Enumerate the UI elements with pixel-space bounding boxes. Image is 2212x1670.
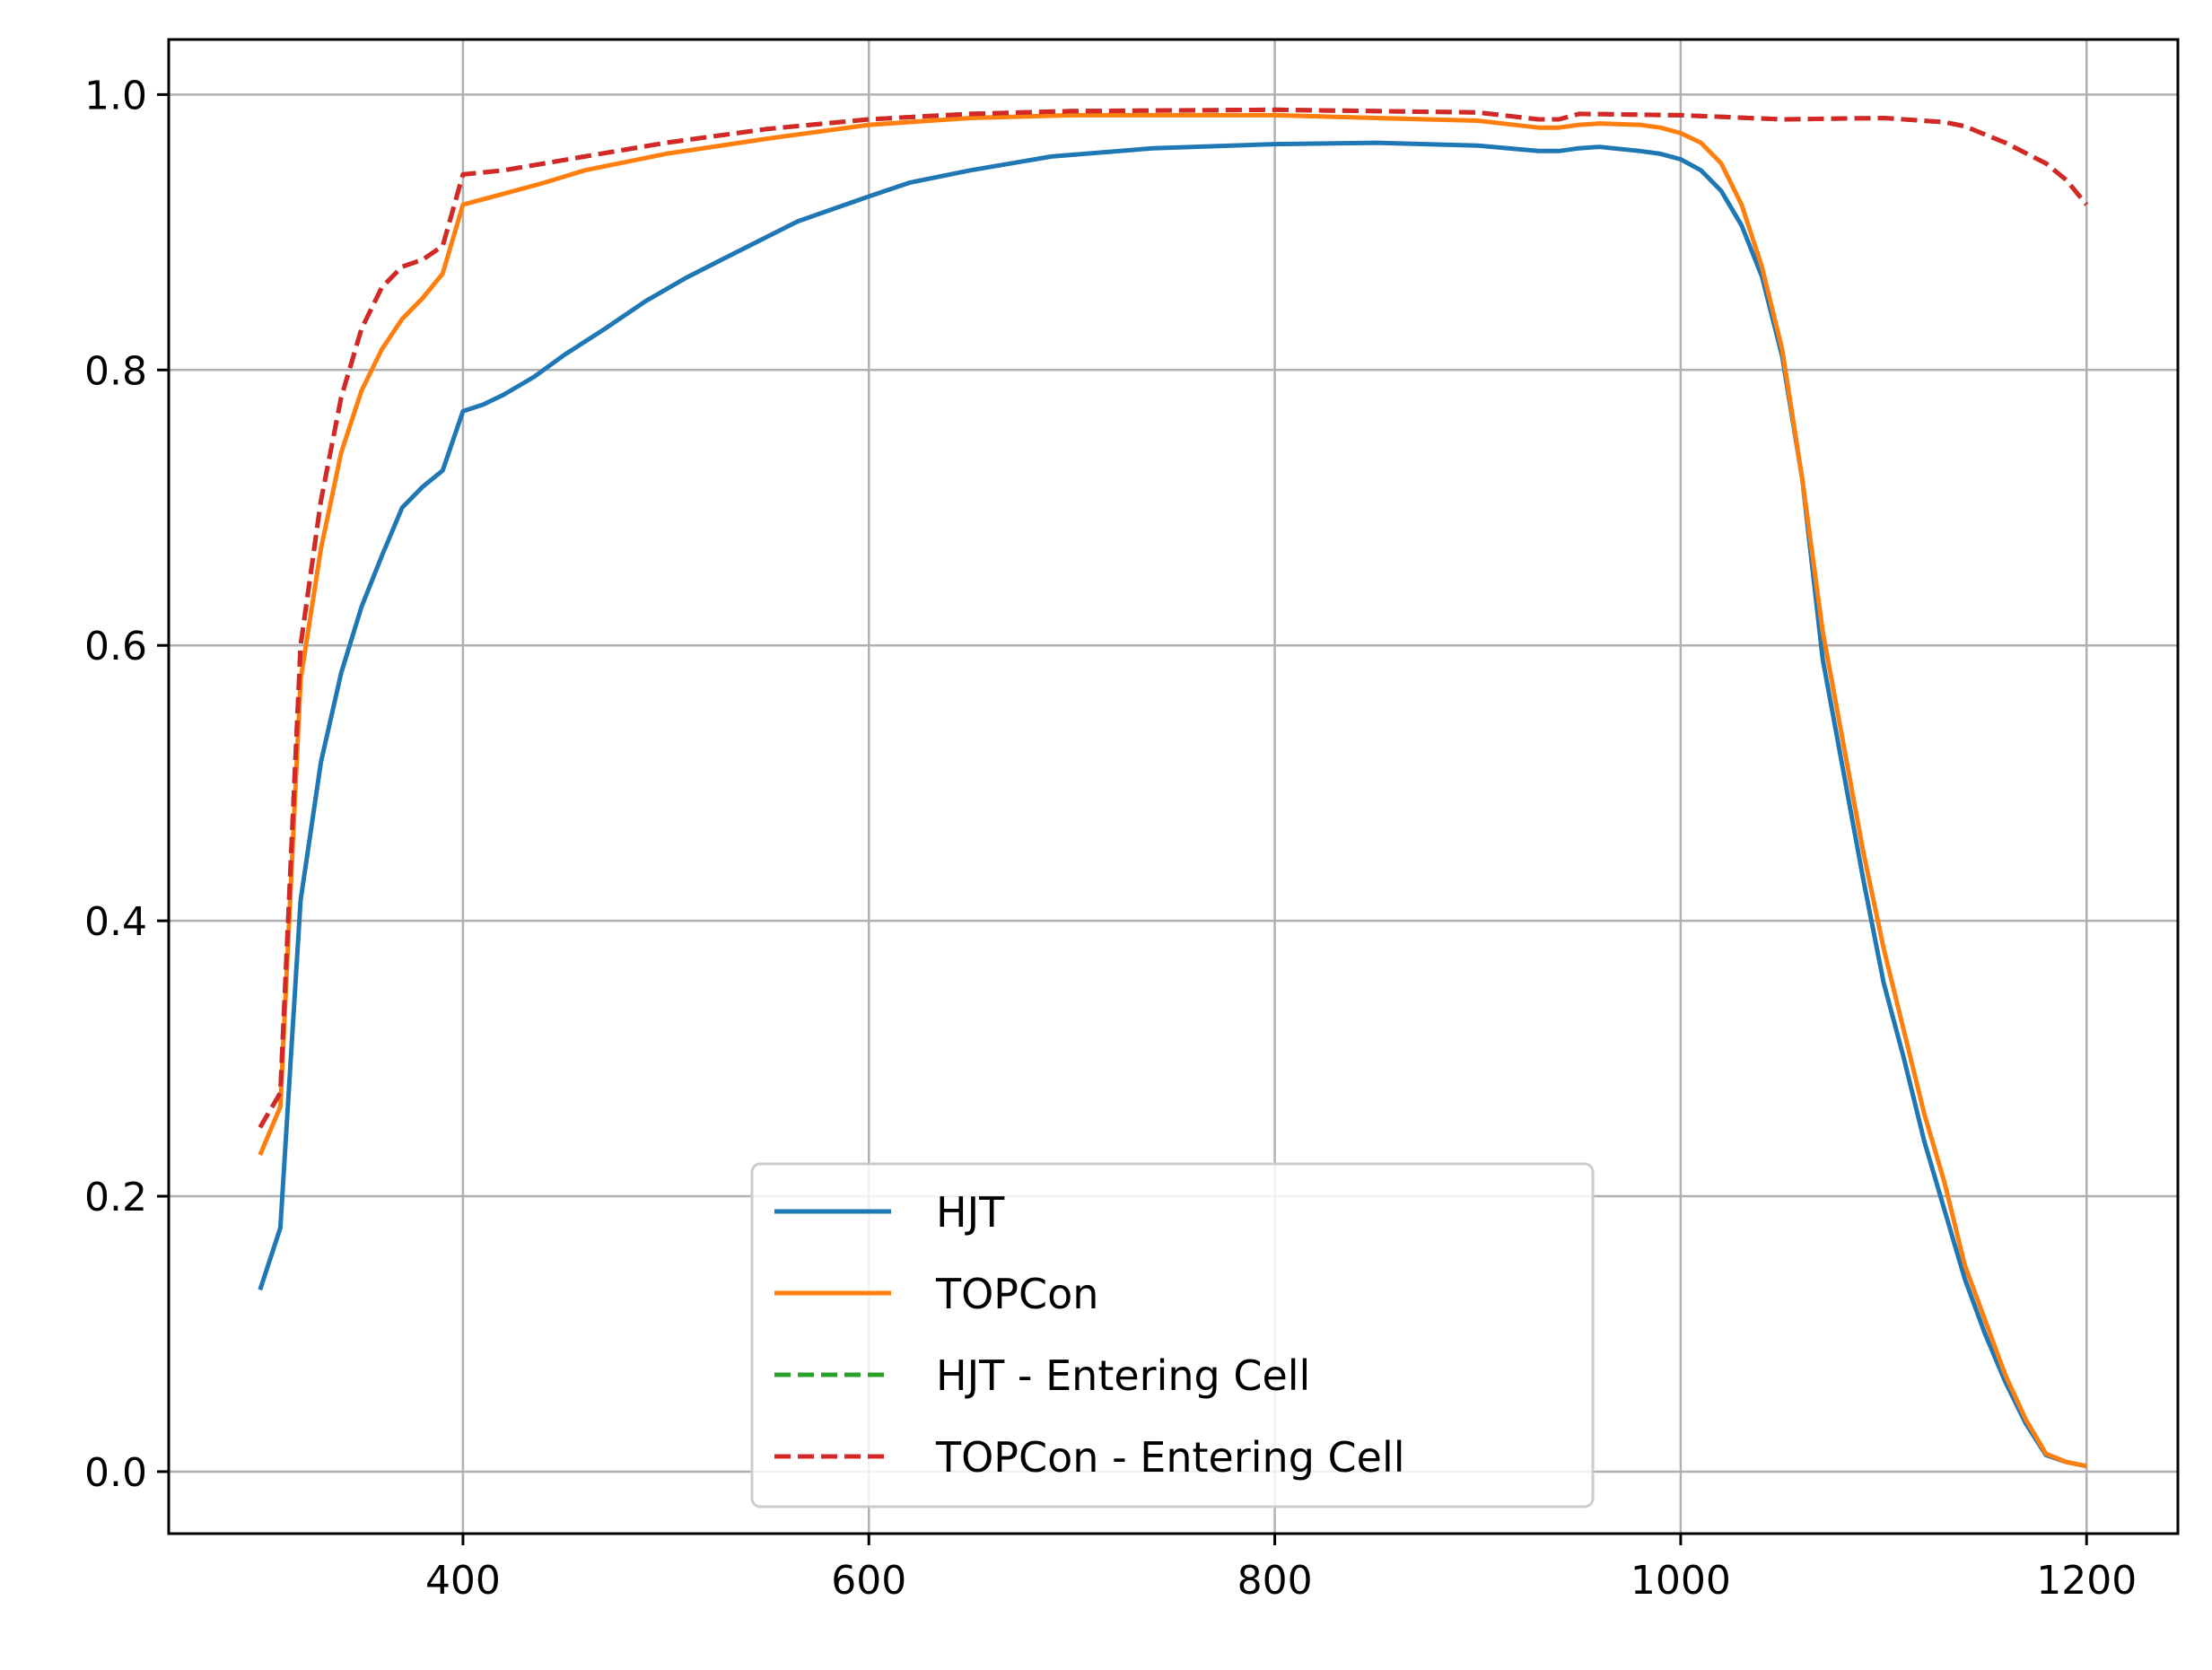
y-tick-label: 0.2 — [84, 1175, 147, 1220]
series-line-hjt-entering-cell — [258, 107, 2089, 1129]
x-tick-label: 600 — [831, 1558, 906, 1604]
y-tick-label: 0.8 — [84, 348, 147, 394]
legend-label: HJT — [936, 1188, 1005, 1237]
x-tick-label: 800 — [1237, 1558, 1313, 1604]
y-tick-label: 0.0 — [84, 1450, 147, 1496]
legend-label: HJT - Entering Cell — [936, 1351, 1310, 1400]
series-layer — [258, 107, 2089, 1469]
series-line-topcon-entering-cell — [258, 107, 2089, 1129]
axes-frame — [167, 38, 2180, 1535]
x-tick-label: 400 — [425, 1558, 501, 1604]
legend: HJT TOPCon HJT - Entering Cell TOPCon - Ent… — [750, 1162, 1595, 1508]
legend-label: TOPCon — [935, 1270, 1098, 1318]
series-line-hjt — [258, 140, 2087, 1469]
legend-box — [750, 1162, 1595, 1508]
series-line-topcon — [258, 112, 2087, 1469]
x-tick-label: 1200 — [2036, 1558, 2137, 1604]
legend-label: TOPCon - Entering Cell — [935, 1433, 1405, 1482]
x-tick-label: 1000 — [1631, 1558, 1731, 1604]
tick-layer: 400 600 800 1000 1200 0.0 0.2 0.4 0.6 0.8 1.0 — [84, 73, 2137, 1604]
y-tick-label: 1.0 — [84, 73, 147, 118]
y-tick-label: 0.4 — [84, 899, 147, 945]
y-tick-label: 0.6 — [84, 624, 147, 669]
